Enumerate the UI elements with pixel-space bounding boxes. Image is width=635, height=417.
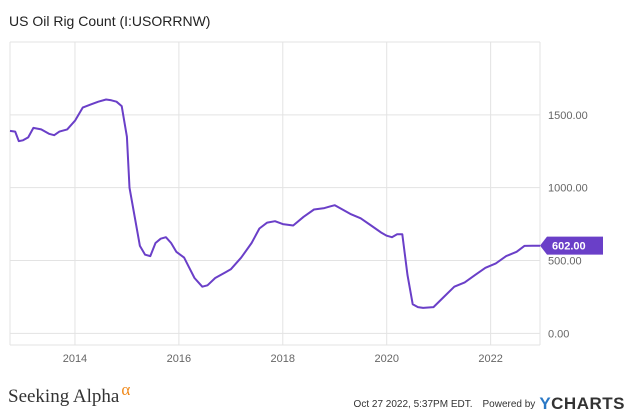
x-tick-label: 2022 — [478, 353, 502, 365]
powered-by-text: Powered by — [482, 398, 536, 410]
footer-attribution: Oct 27 2022, 5:37PM EDT. Powered by YCHA… — [354, 394, 625, 414]
y-tick-label: 500.00 — [548, 256, 582, 268]
y-tick-label: 1500.00 — [548, 110, 588, 122]
x-tick-label: 2014 — [63, 353, 87, 365]
last-value-label: 602.00 — [552, 241, 586, 253]
x-tick-label: 2016 — [167, 353, 191, 365]
alpha-icon: α — [121, 380, 131, 399]
y-tick-label: 0.00 — [548, 328, 569, 340]
ycharts-logo[interactable]: YCHARTS — [539, 394, 625, 414]
ycharts-logo-text: CHARTS — [551, 394, 625, 413]
timestamp: Oct 27 2022, 5:37PM EDT. — [353, 398, 473, 410]
y-axis: 0.00 500.00 1000.00 1500.00 — [548, 110, 588, 341]
last-value-badge-bg — [540, 236, 603, 255]
last-value-badge: 602.00 — [540, 236, 603, 255]
ycharts-logo-y: Y — [539, 394, 552, 413]
series-line — [9, 98, 540, 309]
brand-text: Seeking Alpha — [8, 386, 120, 407]
chart-title: US Oil Rig Count (I:USORRNW) — [9, 13, 211, 29]
chart-grid — [9, 41, 541, 346]
x-tick-label: 2018 — [271, 353, 295, 365]
x-tick-label: 2020 — [374, 353, 398, 365]
seeking-alpha-logo: Seeking Alpha α — [8, 380, 130, 408]
x-axis: 2014 2016 2018 2020 2022 — [63, 353, 503, 365]
y-tick-label: 1000.00 — [548, 183, 588, 195]
